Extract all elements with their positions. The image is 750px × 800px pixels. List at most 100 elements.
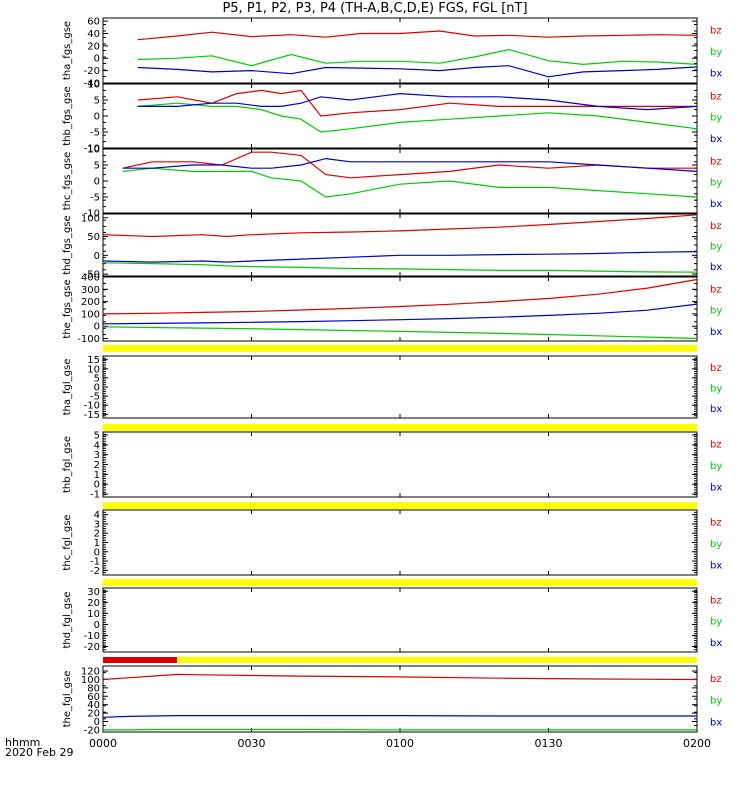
y-tick-label: 0	[94, 480, 100, 491]
legend-by: by	[710, 242, 722, 253]
y-tick-label: 0	[94, 177, 100, 188]
y-tick-label: -5	[90, 392, 100, 403]
legend-bx: bx	[710, 404, 722, 415]
series-bz-line	[122, 151, 697, 179]
legend-bz: bz	[710, 440, 722, 451]
x-tick-label: 0100	[386, 737, 414, 750]
y-tick-label: 5	[94, 430, 100, 441]
y-tick-label: 3	[94, 450, 100, 461]
series-bx-line	[102, 303, 698, 325]
y-tick-label: 0	[94, 112, 100, 123]
y-tick-label: 4	[94, 510, 100, 521]
y-axis-label: thc_fgl_gse	[62, 514, 73, 570]
y-axis-label: thd_fgs_gse	[62, 215, 73, 274]
y-tick-label: 10	[87, 80, 100, 91]
y-axis-label: thb_fgs_gse	[62, 86, 73, 145]
y-tick-label: 20	[87, 709, 100, 720]
status-bar-red	[103, 657, 178, 663]
y-tick-label: 0	[94, 717, 100, 728]
panel-frame	[102, 17, 698, 84]
series-by-line	[122, 167, 698, 198]
y-axis-label: the_fgs_gse	[62, 279, 73, 338]
y-tick-label: 5	[94, 373, 100, 384]
legend-bz: bz	[710, 596, 722, 607]
y-tick-label: -10	[84, 401, 100, 412]
legend-bz: bz	[710, 363, 722, 374]
series-by-line	[137, 102, 698, 133]
y-tick-label: 10	[87, 145, 100, 156]
x-tick-label: 0200	[683, 737, 711, 750]
y-tick-label: -20	[84, 642, 100, 653]
series-bx-line	[137, 65, 698, 78]
y-tick-label: -10	[84, 209, 100, 220]
legend-bx: bx	[710, 638, 722, 649]
y-tick-label: 5	[94, 161, 100, 172]
y-tick-label: -2	[90, 566, 100, 577]
legend-bx: bx	[710, 134, 722, 145]
legend-bx: bx	[710, 69, 722, 80]
y-tick-label: 0	[94, 547, 100, 558]
y-tick-label: 4	[94, 440, 100, 451]
y-tick-label: 2	[94, 529, 100, 540]
y-tick-label: 1	[94, 538, 100, 549]
panel-frame	[102, 431, 698, 498]
y-tick-label: -10	[84, 631, 100, 642]
x-axis-date: 2020 Feb 29	[5, 746, 74, 759]
series-bz-line	[137, 89, 697, 117]
y-axis-label: tha_fgs_gse	[62, 21, 73, 80]
y-tick-label: -100	[77, 334, 100, 345]
y-tick-label: 5	[94, 96, 100, 107]
legend-bz: bz	[710, 157, 722, 168]
y-tick-label: 10	[87, 609, 100, 620]
figure-title: P5, P1, P2, P3, P4 (TH-A,B,C,D,E) FGS, F…	[222, 1, 528, 16]
y-tick-label: 60	[87, 692, 100, 703]
y-axis-label: the_fgl_gse	[62, 671, 73, 728]
y-tick-label: 200	[81, 297, 100, 308]
y-axis-label: thd_fgl_gse	[62, 592, 73, 649]
y-tick-label: -40	[84, 79, 100, 90]
y-tick-label: -20	[84, 725, 100, 736]
series-bx-line	[122, 157, 698, 172]
legend-bz: bz	[710, 518, 722, 529]
y-tick-label: 2	[94, 460, 100, 471]
legend-by: by	[710, 539, 722, 550]
x-axis-unit-label: hhmm 2020 Feb 29	[5, 736, 74, 759]
y-tick-label: 100	[81, 309, 100, 320]
y-tick-label: 1	[94, 470, 100, 481]
legend-by: by	[710, 617, 722, 628]
x-tick-label: 0130	[535, 737, 563, 750]
y-tick-label: 3	[94, 519, 100, 530]
y-tick-label: 40	[87, 700, 100, 711]
legend-by: by	[710, 384, 722, 395]
y-tick-label: 60	[87, 17, 100, 28]
panel-frame	[102, 355, 698, 419]
y-tick-label: 100	[81, 675, 100, 686]
y-tick-label: 40	[87, 29, 100, 40]
series-bx-line	[102, 251, 698, 263]
status-bar-yellow	[103, 502, 697, 509]
x-tick-label: 0030	[238, 737, 266, 750]
series-by-line	[137, 48, 698, 67]
y-tick-label: 0	[94, 54, 100, 65]
y-tick-label: -1	[90, 557, 100, 568]
legend-bx: bx	[710, 199, 722, 210]
legend-by: by	[710, 461, 722, 472]
series-bx-line	[102, 715, 697, 718]
y-tick-label: -20	[84, 66, 100, 77]
y-tick-label: -10	[84, 144, 100, 155]
y-tick-label: 0	[94, 383, 100, 394]
y-tick-label: 30	[87, 587, 100, 598]
y-tick-label: 20	[87, 598, 100, 609]
series-by-line	[102, 262, 698, 273]
panel-frame	[102, 587, 698, 653]
y-tick-label: 400	[81, 273, 100, 284]
legend-bz: bz	[710, 92, 722, 103]
series-bz-line	[102, 214, 698, 238]
y-tick-label: 80	[87, 683, 100, 694]
x-axis-unit: hhmm	[5, 736, 41, 749]
legend-bx: bx	[710, 483, 722, 494]
panel-frame	[102, 665, 698, 733]
status-bar-yellow	[103, 424, 697, 431]
status-bar-yellow	[103, 579, 697, 586]
